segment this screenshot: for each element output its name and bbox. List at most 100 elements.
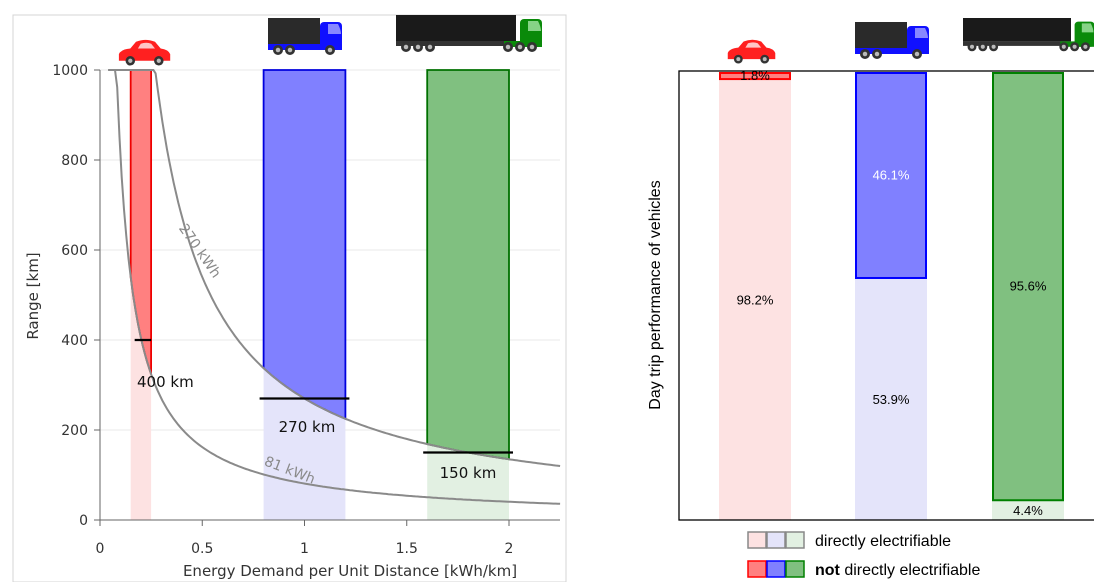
truck-wheel-1-hub bbox=[275, 47, 281, 53]
legend-swatch-not-directly bbox=[747, 560, 805, 578]
y-tick-label: 600 bbox=[61, 243, 88, 259]
y-tick-label: 0 bbox=[79, 513, 88, 529]
semi-wheel-6-hub bbox=[1083, 44, 1088, 49]
truck-wheel-2-hub bbox=[874, 51, 880, 57]
car-wheel-front-hub bbox=[128, 58, 133, 63]
x-tick-label: 0.5 bbox=[191, 541, 213, 557]
semi-wheel-2-hub bbox=[980, 44, 985, 49]
bar-not-directly-semi-truck bbox=[992, 72, 1064, 502]
range-chart-thresholds: 400 km 270 km 150 km bbox=[134, 338, 513, 482]
semi-wheel-4-hub bbox=[1061, 44, 1066, 49]
y-tick-label: 800 bbox=[61, 153, 88, 169]
range-chart-frame bbox=[12, 14, 567, 582]
legend-swatch-semi-truck bbox=[785, 531, 805, 549]
semi-wheel-6-hub bbox=[529, 44, 535, 50]
range-chart-bands bbox=[129, 69, 510, 520]
semi-trailer bbox=[396, 15, 516, 41]
bar-not-directly-car bbox=[719, 72, 791, 81]
bar-directly-car bbox=[719, 79, 791, 520]
range-chart-xlabel: Energy Demand per Unit Distance [kWh/km] bbox=[183, 562, 517, 580]
semi-wheel-3-hub bbox=[991, 44, 996, 49]
range-chart-axes: 0 200 400 600 800 1000 0 0.5 1 1.5 2 bbox=[52, 63, 560, 557]
truck-box bbox=[268, 18, 320, 44]
semi-wheel-1-hub bbox=[969, 44, 975, 49]
band-semi-truck bbox=[426, 69, 510, 461]
legend-label-not-directly: not directly electrifiable bbox=[815, 562, 980, 579]
legend-swatch-directly bbox=[747, 531, 805, 549]
car-window bbox=[745, 42, 762, 48]
bar-not-directly-truck bbox=[855, 72, 927, 279]
y-tick-label: 1000 bbox=[52, 63, 88, 79]
truck-window bbox=[915, 28, 928, 38]
threshold-label-car: 400 km bbox=[137, 373, 194, 391]
legend-label-directly: directly electrifiable bbox=[815, 533, 951, 550]
legend-swatch-truck bbox=[766, 560, 786, 578]
car-wheel-rear-hub bbox=[762, 57, 767, 62]
truck-window bbox=[328, 24, 341, 34]
semi-window bbox=[1081, 23, 1094, 33]
range-chart-ylabel: Range [km] bbox=[24, 252, 42, 339]
legend: directly electrifiable not directly elec… bbox=[747, 531, 980, 579]
car-icon bbox=[727, 39, 776, 64]
bar-label-not-directly-truck: 46.1% bbox=[873, 167, 910, 182]
truck-icon bbox=[855, 22, 929, 59]
bar-label-directly-semi-truck: 4.4% bbox=[1013, 503, 1043, 518]
x-tick-label: 0 bbox=[96, 541, 105, 557]
x-tick-label: 2 bbox=[505, 541, 514, 557]
bar-label-directly-truck: 53.9% bbox=[873, 392, 910, 407]
y-tick-label: 200 bbox=[61, 423, 88, 439]
electrification-vehicle-icons bbox=[727, 18, 1094, 64]
semi-wheel-1-hub bbox=[403, 44, 409, 50]
electrification-bars: 1.8% 98.2% 46.1% 53.9% 95.6% 4.4% bbox=[719, 68, 1064, 520]
semi-trailer-base bbox=[963, 41, 1071, 46]
electrification-ylabel: Day trip performance of vehicles bbox=[647, 180, 664, 409]
bar-directly-semi-truck bbox=[992, 500, 1064, 520]
car-icon bbox=[118, 39, 171, 66]
semi-trailer-base bbox=[396, 41, 516, 46]
car-window bbox=[137, 42, 155, 49]
bar-label-directly-car: 98.2% bbox=[737, 293, 774, 308]
threshold-label-semi-truck: 150 km bbox=[440, 464, 497, 482]
semi-trailer bbox=[963, 18, 1071, 42]
legend-swatch-car bbox=[747, 560, 767, 578]
x-tick-label: 1 bbox=[300, 541, 309, 557]
semi-wheel-2-hub bbox=[415, 44, 421, 50]
band-truck bbox=[262, 69, 347, 421]
car-body bbox=[118, 39, 171, 61]
semi-wheel-5-hub bbox=[1072, 44, 1077, 49]
electrification-chart: 1.8% 98.2% 46.1% 53.9% 95.6% 4.4% Day trip pe… bbox=[647, 18, 1094, 579]
x-tick-label: 1.5 bbox=[396, 541, 418, 557]
legend-swatch-truck bbox=[766, 531, 786, 549]
semi-truck-icon bbox=[963, 18, 1094, 52]
bar-directly-truck bbox=[855, 277, 927, 520]
y-tick-label: 400 bbox=[61, 333, 88, 349]
bar-label-not-directly-car: 1.8% bbox=[740, 68, 770, 83]
bar-label-not-directly-semi-truck: 95.6% bbox=[1010, 279, 1047, 294]
truck-wheel-1-hub bbox=[862, 51, 868, 57]
semi-wheel-3-hub bbox=[427, 44, 433, 50]
legend-label-not: not bbox=[815, 562, 841, 579]
truck-chassis bbox=[855, 48, 929, 54]
car-wheel-rear-hub bbox=[156, 58, 161, 63]
legend-label-not-rest: directly electrifiable bbox=[840, 562, 981, 579]
curve-270kwh bbox=[108, 69, 561, 467]
range-chart-vehicle-icons bbox=[118, 15, 542, 66]
semi-wheel-5-hub bbox=[517, 44, 523, 50]
semi-wheel-4-hub bbox=[505, 44, 511, 50]
electrification-plot-frame bbox=[678, 70, 1094, 521]
truck-wheel-3-hub bbox=[914, 51, 920, 57]
threshold-label-truck: 270 km bbox=[279, 418, 336, 436]
car-wheel-front-hub bbox=[736, 57, 741, 62]
truck-wheel-3-hub bbox=[327, 47, 333, 53]
semi-truck-icon bbox=[396, 15, 542, 52]
truck-icon bbox=[268, 18, 342, 55]
semi-window bbox=[528, 21, 541, 31]
curve-81kwh bbox=[108, 69, 561, 505]
truck-wheel-2-hub bbox=[287, 47, 293, 53]
truck-box bbox=[855, 22, 907, 48]
truck-chassis bbox=[268, 44, 342, 50]
car-body bbox=[727, 39, 776, 60]
legend-swatch-car bbox=[747, 531, 767, 549]
